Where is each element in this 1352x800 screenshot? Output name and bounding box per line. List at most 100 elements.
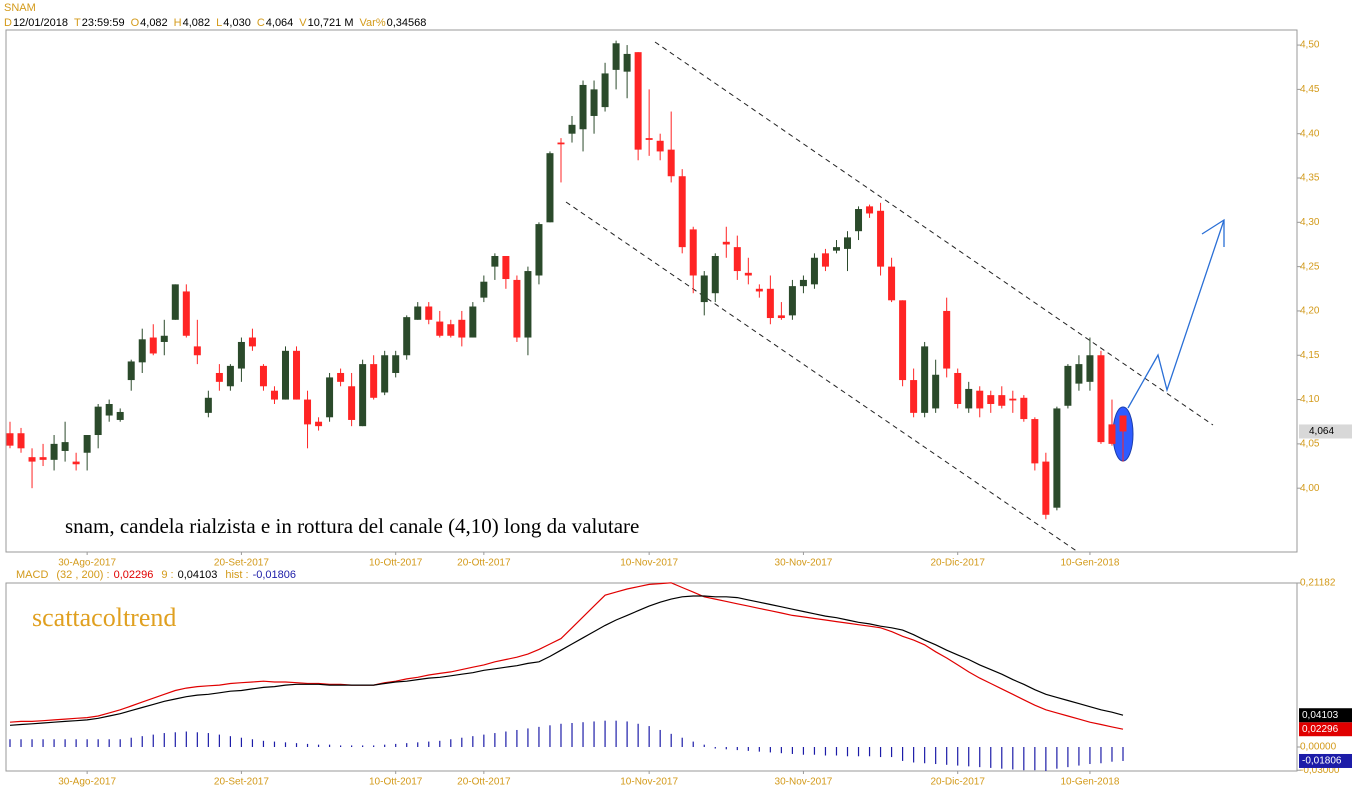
candle-body xyxy=(436,321,444,336)
price-panel xyxy=(5,29,1298,553)
quote-label: V xyxy=(299,17,307,29)
candle-body xyxy=(766,288,774,319)
candle-body xyxy=(744,272,752,276)
legend-name: 9 : xyxy=(161,569,173,581)
candle-body xyxy=(557,142,565,145)
x-tick-label: 20-Ott-2017 xyxy=(457,558,511,569)
projection-arrow xyxy=(1127,219,1225,409)
candle-body xyxy=(281,350,289,400)
candle-body xyxy=(568,124,576,134)
candle-body xyxy=(28,457,36,462)
candle-body xyxy=(105,403,113,416)
y-tick-label: 4,20 xyxy=(1300,306,1320,317)
candle-body xyxy=(623,53,631,72)
quote-value: 12/01/2018 xyxy=(13,17,68,29)
legend-name: (32 , 200) : xyxy=(56,569,109,581)
channel-upper xyxy=(654,41,1214,426)
candle-body xyxy=(326,377,334,418)
candle-body xyxy=(1108,424,1116,444)
candle-body xyxy=(634,52,642,150)
candle-body xyxy=(855,209,863,232)
candle-body xyxy=(182,291,190,336)
y-tick-label: 4,25 xyxy=(1300,261,1320,272)
candle-body xyxy=(259,365,267,387)
candle-body xyxy=(777,315,785,319)
arrow-head xyxy=(1201,218,1225,247)
macd-line xyxy=(9,582,1124,730)
candle-body xyxy=(171,284,179,320)
quote-value: 4,064 xyxy=(266,17,294,29)
quote-value: 23:59:59 xyxy=(82,17,125,29)
candle-body xyxy=(943,310,951,369)
candle-body xyxy=(722,241,730,245)
y-tick-label: 4,35 xyxy=(1300,173,1320,184)
candle-body xyxy=(348,386,356,420)
candle-body xyxy=(39,457,47,460)
annotation: snam, candela rialzista e in rottura del… xyxy=(65,514,639,538)
candle-body xyxy=(304,399,312,425)
quote-label: T xyxy=(74,17,81,29)
quote-label: H xyxy=(174,17,182,29)
candle-body xyxy=(689,229,697,276)
candle-body xyxy=(579,84,587,130)
x-tick-label: 30-Ago-2017 xyxy=(58,777,116,788)
candle-body xyxy=(910,380,918,413)
candle-body xyxy=(888,266,896,301)
x-tick-label: 10-Gen-2018 xyxy=(1060,777,1119,788)
candle-body xyxy=(524,271,532,338)
candle-body xyxy=(546,153,554,223)
last-price-label: 4,064 xyxy=(1309,426,1334,437)
candle-body xyxy=(315,421,323,427)
candle-body xyxy=(1009,398,1017,401)
candle-body xyxy=(1075,364,1083,384)
candle-body xyxy=(270,390,278,400)
y-tick-label: 4,15 xyxy=(1300,350,1320,361)
x-tick-label: 30-Ago-2017 xyxy=(58,558,116,569)
y-tick-label: 0,21182 xyxy=(1300,578,1336,589)
candle-body xyxy=(458,319,466,338)
last-value-label: -0,01806 xyxy=(1302,756,1342,767)
candle-body xyxy=(733,247,741,272)
candle-body xyxy=(535,224,543,276)
candle-body xyxy=(821,253,829,267)
candle-body xyxy=(149,337,157,354)
candle-body xyxy=(932,374,940,409)
candle-body xyxy=(590,89,598,116)
candle-body xyxy=(414,306,422,320)
x-tick-label: 10-Nov-2017 xyxy=(620,558,678,569)
macd-line xyxy=(9,595,1124,726)
quote-value: 4,030 xyxy=(223,17,251,29)
x-tick-label: 20-Ott-2017 xyxy=(457,777,511,788)
candle-body xyxy=(127,361,135,381)
macd-header: MACD (32 , 200) : 0,02296 9 : 0,04103 hist :-… xyxy=(16,569,296,581)
candle-body xyxy=(359,364,367,427)
candle-body xyxy=(1119,415,1127,432)
candle-body xyxy=(403,317,411,356)
y-tick-label: 4,10 xyxy=(1300,394,1320,405)
y-tick-label: 4,05 xyxy=(1300,439,1320,450)
candle-body xyxy=(1031,419,1039,464)
candle-body xyxy=(1064,365,1072,406)
candle-body xyxy=(954,372,962,404)
candle-body xyxy=(877,210,885,267)
candle-body xyxy=(965,388,973,409)
candle-body xyxy=(976,390,984,409)
candle-body xyxy=(248,337,256,347)
candle-body xyxy=(832,247,840,251)
candle-body xyxy=(1020,397,1028,420)
candle-body xyxy=(998,395,1006,406)
y-tick-label: 0,00000 xyxy=(1300,742,1337,753)
macd-panel xyxy=(5,582,1298,772)
last-price-tag xyxy=(1299,424,1352,439)
quote-label: O xyxy=(131,17,140,29)
legend-value: 0,02296 xyxy=(114,569,154,581)
x-tick-label: 20-Set-2017 xyxy=(214,777,269,788)
candle-body xyxy=(788,286,796,316)
candle-body xyxy=(226,365,234,387)
candle-body xyxy=(392,355,400,373)
y-tick-label: 4,30 xyxy=(1300,217,1320,228)
quote-label: Var% xyxy=(360,17,386,29)
quote-value: 4,082 xyxy=(140,17,168,29)
